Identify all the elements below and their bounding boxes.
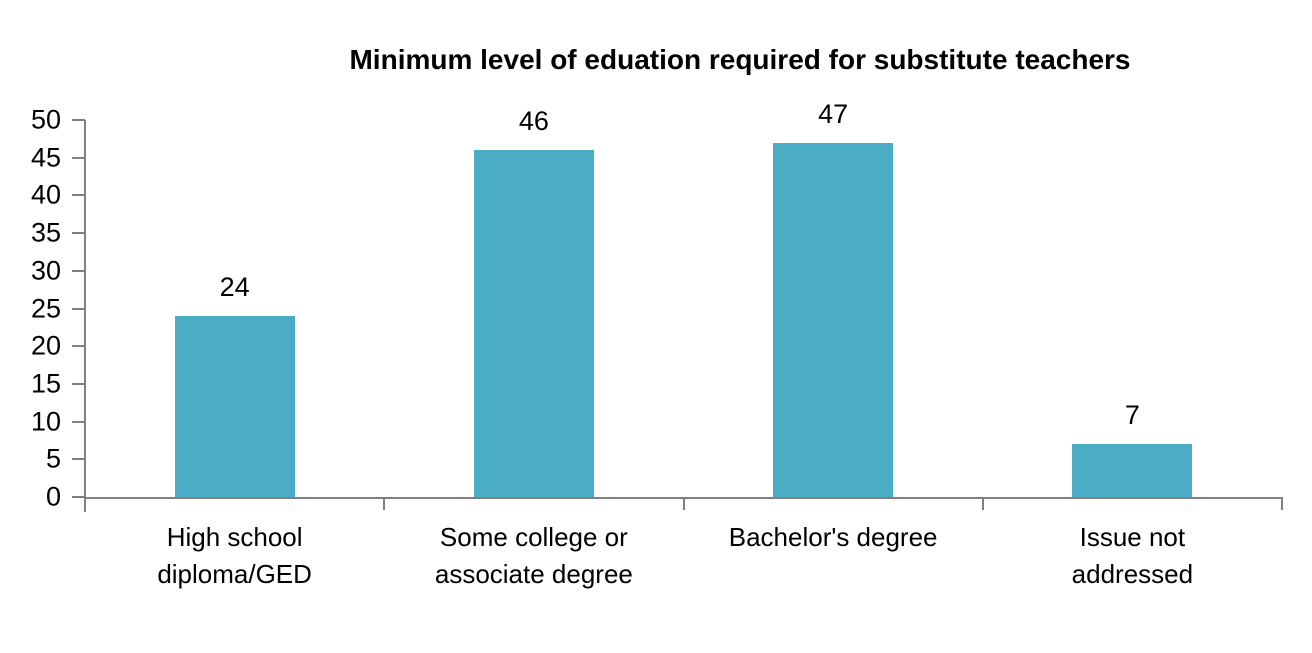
bar-value-label: 46	[518, 106, 549, 137]
bar-value-label: 47	[818, 98, 849, 129]
y-axis-tick	[72, 269, 85, 272]
bar	[174, 316, 295, 497]
y-axis-tick-label: 20	[30, 330, 61, 361]
x-axis-category-label: High school diploma/GED	[157, 522, 312, 589]
y-axis-tick-label: 5	[45, 443, 61, 474]
x-axis-tick	[682, 497, 685, 510]
y-axis-tick-label: 15	[30, 368, 61, 399]
bar	[473, 150, 594, 497]
chart-title: Minimum level of eduation required for s…	[349, 44, 1131, 75]
x-axis-category-label: Issue not addressed	[1071, 522, 1194, 589]
y-axis-tick	[72, 119, 85, 121]
bar	[1072, 444, 1193, 497]
y-axis-tick-label: 25	[30, 293, 61, 323]
y-axis-tick-label: 10	[30, 406, 61, 437]
bar	[773, 142, 894, 497]
y-axis-tick	[72, 194, 85, 197]
y-axis-tick-label: 50	[30, 104, 61, 135]
y-axis-tick-label: 0	[45, 481, 61, 512]
y-axis-line	[84, 120, 86, 512]
y-axis-tick	[72, 496, 85, 498]
bar-value-label: 24	[219, 272, 250, 303]
y-axis-tick-label: 30	[30, 255, 61, 286]
y-axis-tick	[72, 232, 85, 235]
x-axis-tick	[981, 497, 984, 510]
y-axis-tick-label: 45	[30, 142, 61, 173]
x-axis-tick	[383, 497, 386, 510]
y-axis-tick	[72, 307, 85, 310]
y-axis-tick	[72, 458, 85, 461]
x-axis-category-label: Bachelor's degree	[728, 522, 938, 552]
y-axis-tick	[72, 156, 85, 159]
bar-value-label: 7	[1124, 400, 1140, 431]
x-axis-tick	[1281, 497, 1283, 510]
y-axis-tick	[72, 382, 85, 385]
x-axis-category-label: Some college or associate degree	[434, 522, 633, 589]
y-axis-tick	[72, 345, 85, 348]
y-axis-tick-label: 40	[30, 179, 61, 210]
y-axis-tick	[72, 420, 85, 423]
y-axis-tick-label: 35	[30, 217, 61, 248]
